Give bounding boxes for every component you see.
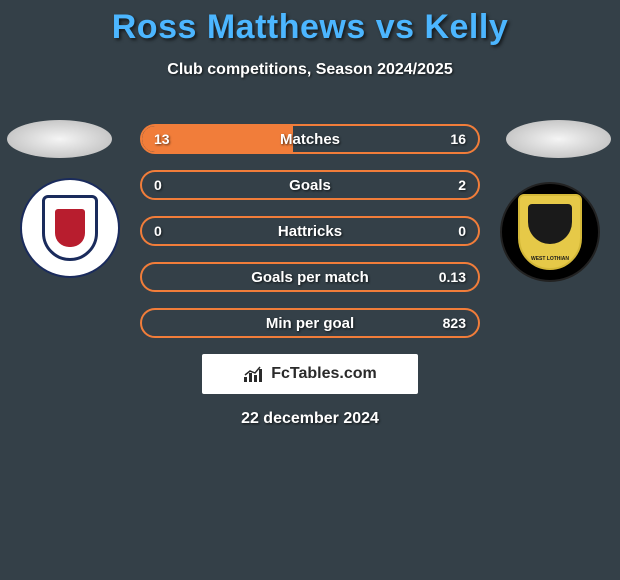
right-team-shield-icon: WEST LOTHIAN	[518, 194, 582, 270]
stat-label: Min per goal	[142, 315, 478, 332]
page-title: Ross Matthews vs Kelly	[0, 0, 620, 47]
stats-container: 13 Matches 16 0 Goals 2 0 Hattricks 0 Go…	[140, 124, 480, 354]
left-team-badge	[20, 178, 120, 278]
left-team-shield-icon	[42, 195, 98, 261]
stat-value-right: 16	[450, 131, 466, 147]
stat-row-hattricks: 0 Hattricks 0	[140, 216, 480, 246]
stat-value-right: 0	[458, 223, 466, 239]
stat-value-right: 2	[458, 177, 466, 193]
chart-icon	[243, 365, 265, 383]
stat-row-goals: 0 Goals 2	[140, 170, 480, 200]
subtitle: Club competitions, Season 2024/2025	[0, 61, 620, 79]
footer-brand-badge: FcTables.com	[202, 354, 418, 394]
stat-row-min-per-goal: Min per goal 823	[140, 308, 480, 338]
stat-label: Goals per match	[142, 269, 478, 286]
stat-row-goals-per-match: Goals per match 0.13	[140, 262, 480, 292]
stat-label: Matches	[142, 131, 478, 148]
right-shield-text: WEST LOTHIAN	[531, 256, 569, 262]
stat-value-right: 0.13	[439, 269, 466, 285]
footer-brand-text: FcTables.com	[271, 365, 377, 383]
stat-value-right: 823	[443, 315, 466, 331]
right-player-avatar	[506, 120, 611, 158]
date-text: 22 december 2024	[0, 410, 620, 428]
right-team-badge: WEST LOTHIAN	[500, 182, 600, 282]
stat-label: Hattricks	[142, 223, 478, 240]
stat-row-matches: 13 Matches 16	[140, 124, 480, 154]
left-player-avatar	[7, 120, 112, 158]
stat-label: Goals	[142, 177, 478, 194]
